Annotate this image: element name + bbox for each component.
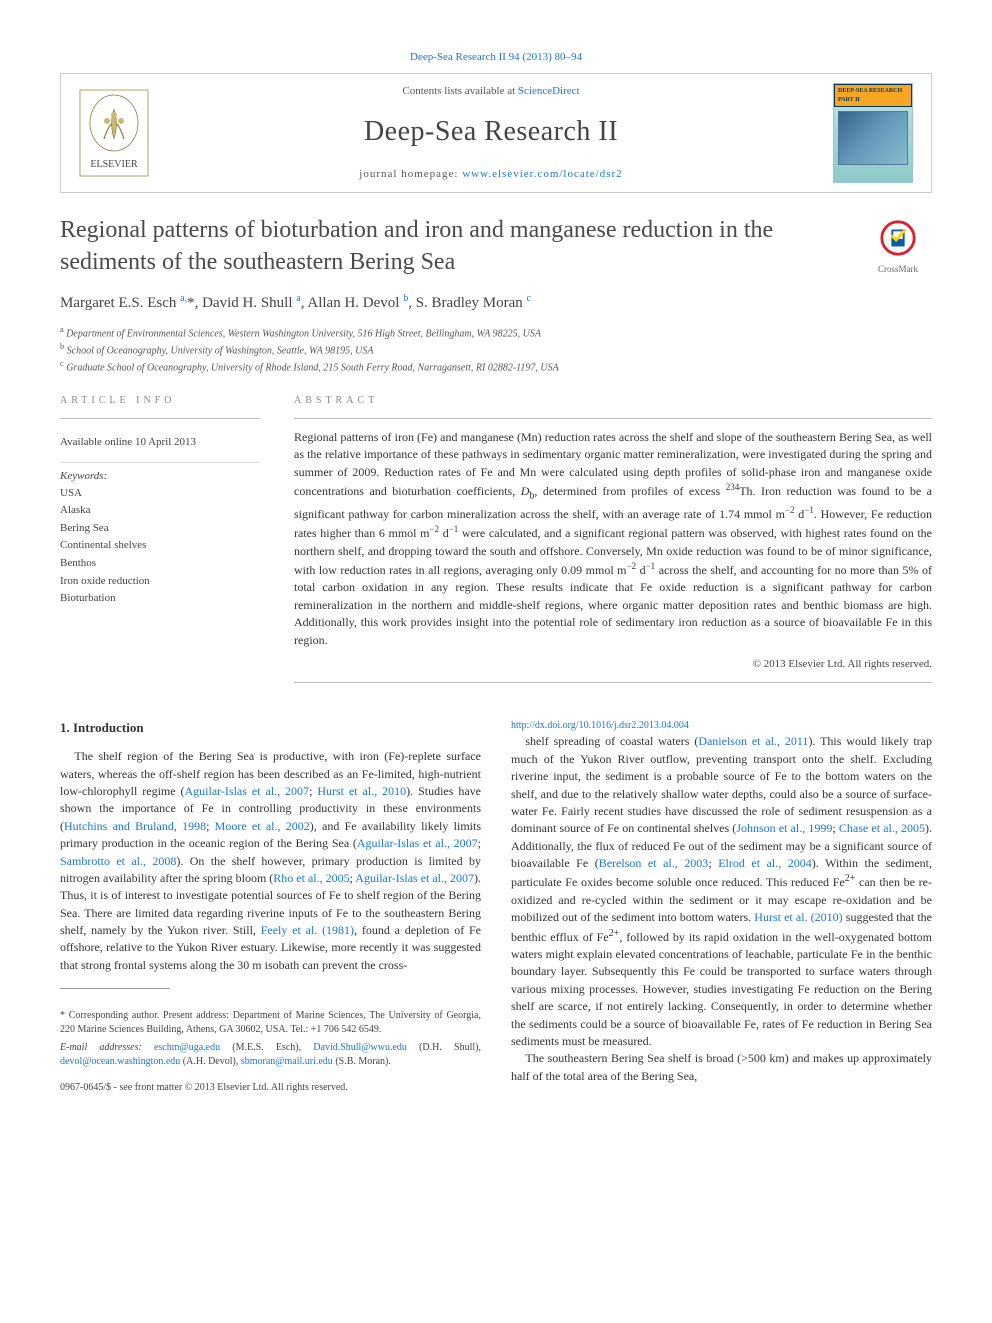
- email-link[interactable]: sbmoran@mail.uri.edu: [241, 1056, 333, 1067]
- affiliations: a Department of Environmental Sciences, …: [60, 324, 932, 376]
- correspondence-footnote: * Corresponding author. Present address:…: [60, 1009, 481, 1069]
- contents-prefix: Contents lists available at: [402, 85, 517, 97]
- citation-link[interactable]: Aguilar-Islas et al., 2007: [357, 836, 478, 850]
- contents-line: Contents lists available at ScienceDirec…: [149, 84, 833, 99]
- citation-link[interactable]: Danielson et al., 2011: [698, 734, 808, 748]
- abstract-copyright: © 2013 Elsevier Ltd. All rights reserved…: [294, 657, 932, 672]
- doi-link[interactable]: http://dx.doi.org/10.1016/j.dsr2.2013.04…: [511, 720, 689, 731]
- body-paragraph: The shelf region of the Bering Sea is pr…: [60, 748, 481, 974]
- corr-text: * Corresponding author. Present address:…: [60, 1010, 481, 1035]
- citation-link[interactable]: Berelson et al., 2003: [599, 856, 709, 870]
- cover-title: DEEP-SEA RESEARCH PART II: [834, 84, 912, 107]
- email-link[interactable]: eschm@uga.edu: [154, 1042, 220, 1053]
- svg-text:ELSEVIER: ELSEVIER: [90, 159, 138, 170]
- citation-link[interactable]: Aguilar-Islas et al., 2007: [355, 871, 474, 885]
- crossmark-label: CrossMark: [864, 263, 932, 276]
- author-list: Margaret E.S. Esch a,*, David H. Shull a…: [60, 292, 932, 314]
- footnote-rule: [60, 988, 170, 989]
- article-title: Regional patterns of bioturbation and ir…: [60, 215, 850, 277]
- crossmark-icon: [879, 219, 917, 257]
- abstract-text: Regional patterns of iron (Fe) and manga…: [294, 429, 932, 649]
- section-heading-introduction: 1. Introduction: [60, 719, 481, 738]
- sciencedirect-link[interactable]: ScienceDirect: [518, 85, 580, 97]
- citation-link[interactable]: Rho et al., 2005: [273, 871, 349, 885]
- elsevier-logo: ELSEVIER: [79, 89, 149, 177]
- cover-image: [838, 111, 908, 165]
- email-link[interactable]: David.Shull@wwu.edu: [313, 1042, 407, 1053]
- article-body: 1. Introduction The shelf region of the …: [60, 719, 932, 1095]
- citation-link[interactable]: Hutchins and Bruland, 1998: [64, 819, 206, 833]
- citation-link[interactable]: Chase et al., 2005: [839, 821, 925, 835]
- keywords-heading: Keywords:: [60, 469, 260, 484]
- keywords-list: USAAlaskaBering SeaContinental shelvesBe…: [60, 485, 260, 608]
- homepage-line: journal homepage: www.elsevier.com/locat…: [149, 167, 833, 182]
- email-link[interactable]: devol@ocean.washington.edu: [60, 1056, 180, 1067]
- journal-homepage-link[interactable]: www.elsevier.com/locate/dsr2: [462, 168, 622, 180]
- article-info-label: ARTICLE INFO: [60, 394, 260, 408]
- citation-link[interactable]: Johnson et al., 1999: [736, 821, 832, 835]
- journal-name: Deep-Sea Research II: [149, 112, 833, 151]
- body-paragraph: The southeastern Bering Sea shelf is bro…: [511, 1050, 932, 1085]
- citation-link[interactable]: Moore et al., 2002: [215, 819, 310, 833]
- citation-link[interactable]: Feely et al. (1981): [261, 923, 354, 937]
- abstract-label: ABSTRACT: [294, 394, 932, 408]
- issn-line: 0967-0645/$ - see front matter © 2013 El…: [60, 1081, 481, 1095]
- body-paragraph: shelf spreading of coastal waters (Danie…: [511, 733, 932, 1050]
- citation-link[interactable]: Hurst et al., 2010: [317, 784, 406, 798]
- citation-link[interactable]: Elrod et al., 2004: [718, 856, 812, 870]
- homepage-prefix: journal homepage:: [359, 168, 462, 180]
- crossmark-badge[interactable]: CrossMark: [864, 219, 932, 275]
- top-citation: Deep-Sea Research II 94 (2013) 80–94: [60, 50, 932, 65]
- top-citation-link[interactable]: Deep-Sea Research II 94 (2013) 80–94: [410, 51, 582, 63]
- citation-link[interactable]: Aguilar-Islas et al., 2007: [185, 784, 310, 798]
- journal-cover-thumbnail: DEEP-SEA RESEARCH PART II: [833, 83, 913, 183]
- citation-link[interactable]: Sambrotto et al., 2008: [60, 854, 176, 868]
- citation-link[interactable]: Hurst et al. (2010): [754, 910, 842, 924]
- journal-header: ELSEVIER Contents lists available at Sci…: [60, 73, 932, 193]
- email-label: E-mail addresses:: [60, 1042, 154, 1053]
- available-online: Available online 10 April 2013: [60, 429, 260, 456]
